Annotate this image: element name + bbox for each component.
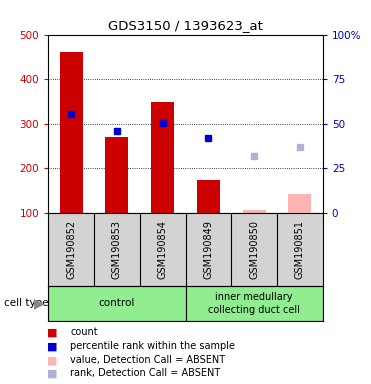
Text: value, Detection Call = ABSENT: value, Detection Call = ABSENT (70, 355, 226, 365)
Text: control: control (99, 298, 135, 308)
Text: count: count (70, 327, 98, 337)
Text: GSM190850: GSM190850 (249, 220, 259, 279)
Text: percentile rank within the sample: percentile rank within the sample (70, 341, 236, 351)
Bar (197, 180, 220, 213)
Bar (289, 194, 311, 213)
Bar (60, 53, 82, 213)
Text: GSM190851: GSM190851 (295, 220, 305, 279)
Title: GDS3150 / 1393623_at: GDS3150 / 1393623_at (108, 19, 263, 32)
Text: GSM190849: GSM190849 (203, 220, 213, 279)
Text: GSM190852: GSM190852 (66, 220, 76, 279)
Bar (243, 210, 266, 213)
Text: cell type: cell type (4, 298, 48, 308)
Bar (151, 103, 174, 213)
Text: ■: ■ (47, 341, 57, 351)
Text: ■: ■ (47, 327, 57, 337)
Bar (186, 286, 323, 321)
Text: ■: ■ (47, 355, 57, 365)
Bar (48, 286, 186, 321)
Text: GSM190853: GSM190853 (112, 220, 122, 279)
Text: ■: ■ (47, 368, 57, 378)
Text: inner medullary
collecting duct cell: inner medullary collecting duct cell (208, 292, 300, 314)
Text: GSM190854: GSM190854 (158, 220, 168, 279)
Text: rank, Detection Call = ABSENT: rank, Detection Call = ABSENT (70, 368, 221, 378)
Text: ▶: ▶ (34, 296, 44, 310)
Bar (105, 137, 128, 213)
